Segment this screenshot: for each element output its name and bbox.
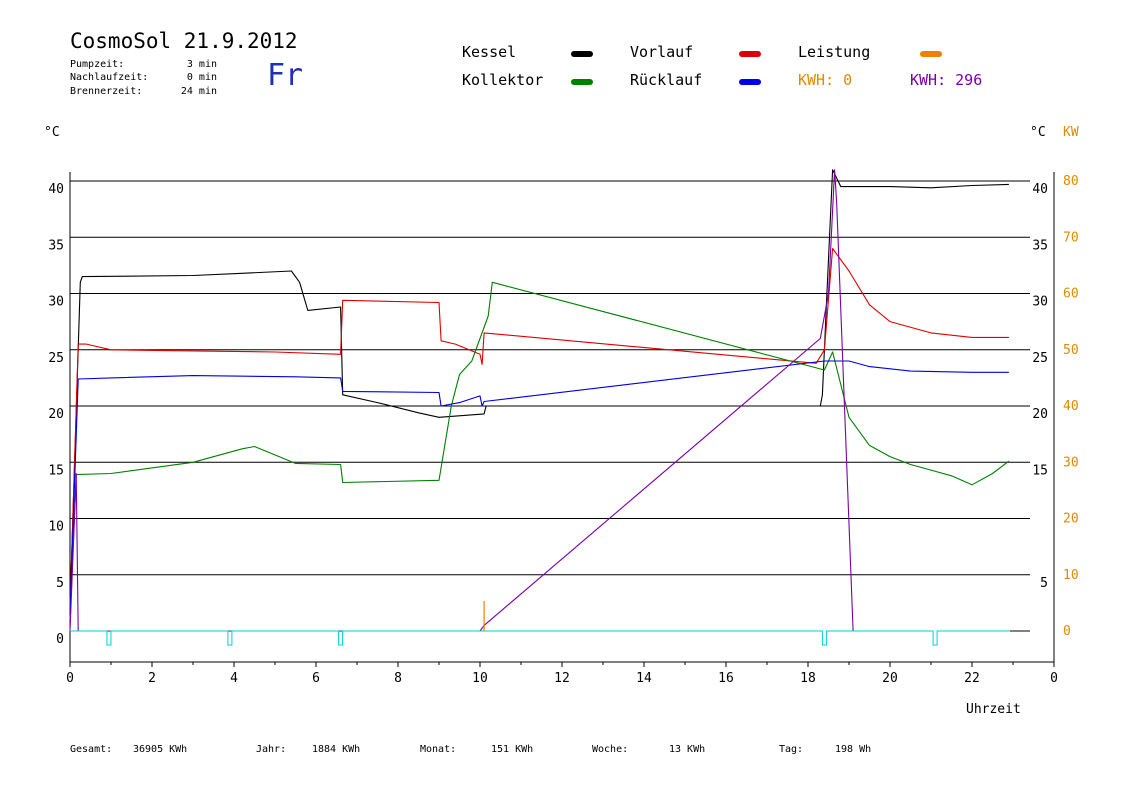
x-tick-label: 10 [472, 671, 488, 686]
pump-time-value: 3 min [186, 59, 217, 70]
legend-leistung-swatch [920, 51, 942, 57]
x-tick-label: 4 [230, 671, 238, 686]
y-left-tick-label: 10 [48, 520, 64, 535]
y-right-celsius-tick-label: 15 [1032, 463, 1048, 478]
burner-time-value: 24 min [180, 86, 217, 97]
chart-title: CosmoSol 21.9.2012 [70, 29, 298, 53]
series-line-2 [69, 247, 1009, 609]
y-right-kw-tick-label: 70 [1063, 230, 1079, 245]
y-left-tick-label: 30 [48, 295, 64, 310]
y-right-celsius-tick-label: 30 [1032, 295, 1048, 310]
legend-kessel-swatch [571, 51, 593, 57]
x-tick-label: 12 [554, 671, 570, 686]
y-right-kw-tick-label: 0 [1063, 624, 1071, 639]
x-axis-label: Uhrzeit [966, 702, 1021, 717]
x-tick-label: 2 [148, 671, 156, 686]
pump-status-line [70, 630, 1010, 646]
y-right-kw-tick-label: 40 [1063, 399, 1079, 414]
y-right-kw-tick-label: 60 [1063, 287, 1079, 302]
y-right-celsius-tick-label: 25 [1032, 351, 1048, 366]
right-axis-unit-kw: KW [1063, 125, 1079, 140]
legend-kessel-label: Kessel [462, 43, 517, 61]
legend-kollektor-label: Kollektor [462, 71, 544, 89]
series-line-3 [69, 281, 1010, 620]
x-tick-label: 22 [964, 671, 980, 686]
series-line-1 [69, 169, 1009, 609]
day-label: Tag: [779, 744, 804, 755]
y-left-tick-label: 0 [56, 632, 64, 647]
pump-time-label: Pumpzeit: [70, 59, 125, 70]
afterrun-time-label: Nachlaufzeit: [70, 72, 149, 83]
x-tick-label: 0 [66, 671, 74, 686]
x-tick-label: 20 [882, 671, 898, 686]
y-left-tick-label: 15 [48, 463, 64, 478]
week-label: Woche: [592, 744, 629, 755]
month-label: Monat: [420, 744, 457, 755]
chart-tick-labels: 0 2 4 6 8 10 12 14 16 18 20 22 0 0 5 10 15 20 25 30 35 40 5 15 2… [48, 174, 1078, 686]
x-tick-label: 8 [394, 671, 402, 686]
x-tick-label: 18 [800, 671, 816, 686]
y-left-tick-label: 40 [48, 182, 64, 197]
y-right-celsius-tick-label: 35 [1032, 238, 1048, 253]
legend-vorlauf-swatch [739, 51, 761, 57]
chart-series [69, 169, 1010, 646]
day-value: 198 Wh [835, 744, 872, 755]
chart-axes [69, 172, 1055, 667]
legend-vorlauf-label: Vorlauf [630, 43, 694, 61]
right-axis-unit-celsius: °C [1030, 125, 1046, 140]
weekday-label: Fr [267, 58, 304, 93]
total-value: 36905 KWh [133, 744, 188, 755]
legend-kollektor-swatch [571, 79, 593, 85]
y-left-tick-label: 25 [48, 351, 64, 366]
y-right-kw-tick-label: 10 [1063, 568, 1079, 583]
left-axis-unit: °C [44, 125, 60, 140]
x-tick-label: 0 [1050, 671, 1058, 686]
series-line-4 [69, 360, 1009, 615]
kwh-orange-readout: KWH: 0 [798, 71, 853, 89]
burner-time-label: Brennerzeit: [70, 86, 143, 97]
y-left-tick-label: 20 [48, 407, 64, 422]
y-right-celsius-tick-label: 5 [1040, 576, 1048, 591]
y-right-kw-tick-label: 30 [1063, 455, 1079, 470]
year-label: Jahr: [256, 744, 287, 755]
year-value: 1884 KWh [312, 744, 361, 755]
afterrun-time-value: 0 min [186, 72, 217, 83]
y-right-kw-tick-label: 20 [1063, 512, 1079, 527]
y-left-tick-label: 5 [56, 576, 64, 591]
month-value: 151 KWh [491, 744, 534, 755]
series-line-5 [69, 169, 854, 632]
week-value: 13 KWh [669, 744, 706, 755]
y-right-kw-tick-label: 50 [1063, 343, 1079, 358]
x-tick-label: 14 [636, 671, 652, 686]
y-right-celsius-tick-label: 20 [1032, 407, 1048, 422]
y-left-tick-label: 35 [48, 238, 64, 253]
kwh-purple-readout: KWH: 296 [910, 71, 983, 89]
y-right-celsius-tick-label: 40 [1032, 182, 1048, 197]
legend-ruecklauf-swatch [739, 79, 761, 85]
y-right-kw-tick-label: 80 [1063, 174, 1079, 189]
legend-leistung-label: Leistung [798, 43, 871, 61]
x-tick-label: 6 [312, 671, 320, 686]
chart-grid [70, 180, 1030, 576]
total-label: Gesamt: [70, 744, 113, 755]
x-tick-label: 16 [718, 671, 734, 686]
legend-ruecklauf-label: Rücklauf [630, 71, 703, 89]
